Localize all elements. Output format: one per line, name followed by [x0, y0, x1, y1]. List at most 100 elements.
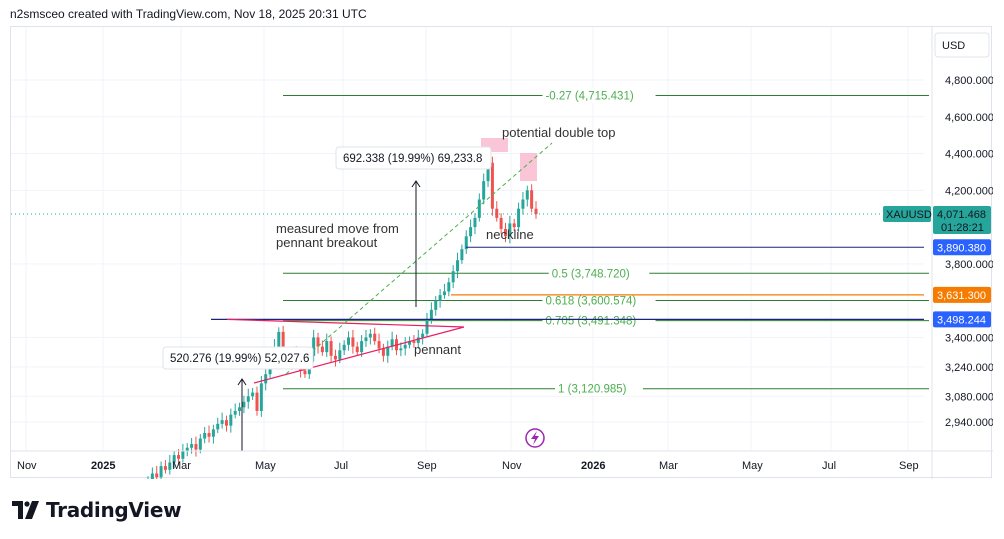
candle-body: [259, 383, 263, 411]
candle-body: [456, 260, 460, 272]
candle: [477, 193, 481, 222]
x-tick-label: Nov: [17, 460, 37, 472]
candle-body: [216, 423, 220, 430]
candle: [499, 213, 503, 234]
candle-body: [238, 407, 242, 411]
candle: [347, 331, 351, 351]
candle: [517, 202, 521, 232]
candle-body: [368, 333, 372, 338]
candle: [203, 426, 207, 444]
callout-box: [162, 346, 314, 370]
candle: [373, 327, 377, 345]
candle-body: [329, 341, 333, 356]
candle: [181, 443, 185, 463]
candle-body: [159, 466, 163, 478]
lightning-event-icon[interactable]: [525, 428, 545, 448]
candle: [447, 277, 451, 297]
x-tick-label: Nov: [502, 460, 522, 472]
candle-body: [495, 208, 499, 218]
candle: [211, 424, 215, 444]
candle: [259, 375, 263, 417]
chart-area[interactable]: -0.618 (5,152.334)-0.27 (4,715.431)0.5 (…: [10, 26, 993, 479]
candlestick-series: [147, 156, 538, 479]
chart-attribution: n2smsceo created with TradingView.com, N…: [10, 7, 367, 21]
candle-body: [534, 208, 538, 215]
fib-label-bg: [542, 313, 656, 328]
y-tick-label: 3,800.000: [945, 259, 993, 271]
price-axis-tag-text: 3,498.244: [937, 314, 986, 326]
candle: [364, 329, 368, 347]
arrow-head: [411, 180, 421, 188]
candle: [147, 476, 149, 479]
fibonacci-extension[interactable]: -0.618 (5,152.334)-0.27 (4,715.431)0.5 (…: [283, 27, 929, 396]
candle: [159, 461, 163, 479]
candle: [508, 215, 512, 244]
candle-body: [242, 401, 246, 408]
fib-level-label: 0.5 (3,748.720): [552, 268, 630, 280]
candle-body: [163, 466, 167, 470]
candle-body: [360, 341, 364, 353]
pennant-lower-line[interactable]: [253, 326, 465, 384]
candle: [320, 340, 324, 356]
candle: [438, 289, 442, 308]
chart-canvas[interactable]: -0.618 (5,152.334)-0.27 (4,715.431)0.5 (…: [11, 27, 993, 479]
candle-body: [521, 199, 525, 209]
price-axis-tag-bg: [933, 286, 991, 303]
candle: [460, 244, 464, 264]
grid: [11, 27, 924, 451]
fib-level-label: 1 (3,120.985): [558, 384, 627, 396]
candle-body: [386, 346, 390, 356]
y-tick-label: 3,240.000: [945, 362, 993, 374]
candle-body: [377, 341, 381, 349]
candle: [194, 436, 198, 457]
candle-body: [177, 455, 181, 459]
price-axis-tag: 3,631.300: [933, 286, 991, 303]
annotation-measured-move: pennant breakout: [276, 235, 378, 250]
candle: [421, 329, 425, 345]
candle-body: [403, 344, 407, 349]
candle-body: [155, 473, 159, 478]
candle: [255, 386, 259, 416]
candle-body: [190, 444, 194, 448]
drawings[interactable]: 692.338 (19.99%) 69,233.8 520.276 (19.99%…: [11, 125, 924, 451]
y-tick-label: 3,400.000: [945, 332, 993, 344]
measure-arrow-upper[interactable]: [411, 180, 421, 307]
double-top-highlight-right[interactable]: [520, 153, 537, 181]
candle: [233, 403, 237, 419]
candle-body: [211, 429, 215, 437]
measure-arrow-lower[interactable]: [237, 378, 247, 451]
y-tick-label: 4,600.000: [945, 112, 993, 124]
candle-body: [342, 344, 346, 351]
candle: [246, 388, 250, 409]
measure-callout-upper[interactable]: 692.338 (19.99%) 69,233.8: [335, 146, 492, 170]
candle-body: [517, 208, 521, 228]
pennant-upper-line[interactable]: [226, 318, 465, 328]
price-axis-tag-bg: [933, 239, 991, 256]
candle: [530, 184, 534, 213]
annotation-measured-move: measured move from: [276, 221, 399, 236]
candle: [512, 218, 516, 231]
candle-body: [255, 392, 259, 411]
measure-callout-lower[interactable]: 520.276 (19.99%) 52,027.6: [162, 346, 314, 370]
candle: [342, 340, 346, 356]
candle-body: [351, 337, 355, 347]
candle-body: [482, 181, 486, 200]
x-tick-label: Mar: [172, 460, 191, 472]
tradingview-logo-icon: [12, 501, 39, 519]
candle-body: [399, 348, 403, 351]
symbol-tag-text: XAUUSD: [886, 209, 932, 221]
x-tick-label: 2026: [581, 460, 605, 472]
x-tick-label: Mar: [659, 460, 678, 472]
candle-body: [172, 455, 176, 463]
trend-dashed-line[interactable]: [285, 142, 553, 375]
currency-selector[interactable]: [934, 32, 990, 58]
candle: [368, 329, 372, 345]
candle-body: [364, 337, 368, 342]
candle: [177, 449, 181, 466]
y-tick-label: 3,080.000: [945, 391, 993, 403]
candle: [451, 265, 455, 289]
candle-body: [421, 333, 425, 338]
candle-body: [525, 190, 529, 200]
price-tag-countdown: 01:28:21: [941, 222, 984, 234]
